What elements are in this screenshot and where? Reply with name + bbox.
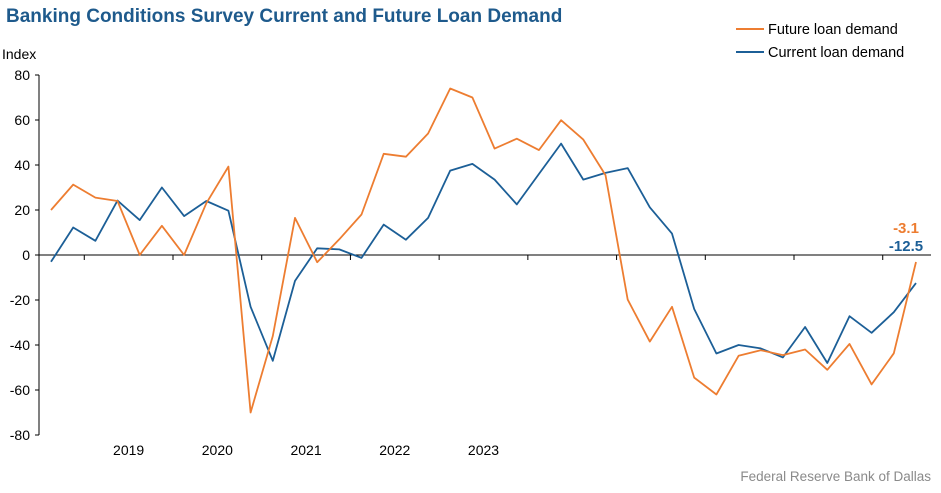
series-layer [50,87,917,414]
current-legend-item: Current loan demand [736,45,904,61]
x-tick-label: 2019 [113,442,144,458]
current-loan-demand-line [50,142,917,364]
future-loan-demand-line [50,87,917,414]
future-legend-label: Future loan demand [768,22,898,38]
y-tick-label: 80 [14,67,30,83]
y-tick-label: -60 [10,382,30,398]
end-labels: -3.1-12.5 [889,220,923,255]
y-tick-label: 40 [14,157,30,173]
y-axis-label: Index [2,46,36,62]
y-tick-label: -80 [10,427,30,443]
current-points [50,143,917,364]
future-points [50,88,917,413]
y-tick-label: -20 [10,292,30,308]
y-tick-label: 60 [14,112,30,128]
x-tick-label: 2022 [379,442,410,458]
current-end-label: -12.5 [889,238,923,255]
legend: Future loan demand Current loan demand [736,22,904,61]
x-tick-label: 2020 [202,442,233,458]
future-end-label: -3.1 [893,220,919,237]
current-legend-label: Current loan demand [768,45,904,61]
x-axis: 2019 2020 2021 2022 2023 [39,254,931,458]
x-tick-label: 2021 [290,442,321,458]
y-tick-label: 20 [14,202,30,218]
x-tick-label: 2023 [468,442,499,458]
y-axis: 80 60 40 20 0 -20 -40 -60 -80 [10,67,40,443]
chart-title: Banking Conditions Survey Current and Fu… [6,6,563,27]
future-legend-item: Future loan demand [736,22,898,38]
y-tick-label: 0 [22,247,30,263]
y-tick-label: -40 [10,337,30,353]
source-note: Federal Reserve Bank of Dallas [740,469,931,484]
